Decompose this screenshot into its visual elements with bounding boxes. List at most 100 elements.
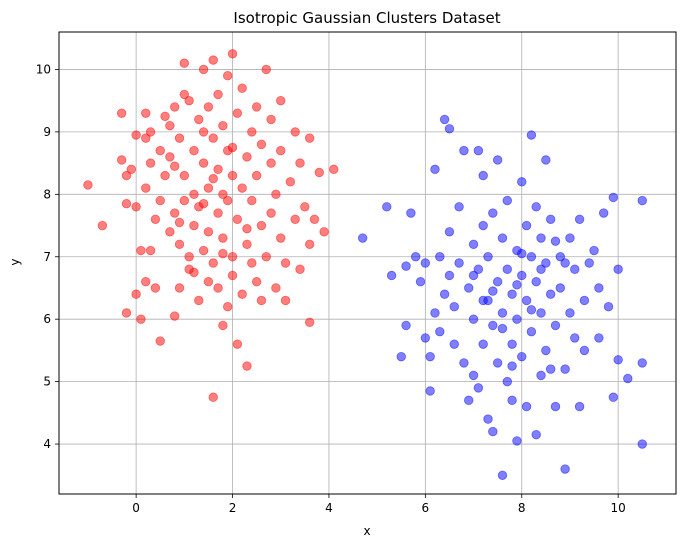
scatter-point-series-2: [468, 270, 479, 281]
scatter-point-series-1: [179, 195, 190, 206]
scatter-point-series-2: [449, 339, 459, 349]
scatter-point-series-2: [464, 283, 474, 293]
scatter-point-series-1: [227, 270, 238, 281]
scatter-point-series-1: [131, 289, 141, 299]
scatter-point-series-2: [454, 202, 464, 212]
scatter-point-series-2: [406, 208, 416, 218]
scatter-point-series-2: [526, 130, 537, 140]
scatter-point-series-1: [290, 214, 300, 224]
scatter-point-series-2: [420, 258, 431, 268]
y-axis-ticks: 4 5 6 7 8 9 10: [36, 62, 59, 451]
scatter-point-series-2: [502, 264, 512, 274]
x-axis-label: x: [363, 524, 370, 538]
scatter-point-series-2: [517, 248, 527, 259]
scatter-point-series-2: [545, 214, 556, 224]
scatter-point-series-2: [584, 258, 594, 268]
scatter-point-series-2: [444, 227, 455, 237]
scatter-point-series-2: [396, 351, 406, 362]
scatter-point-series-1: [261, 252, 271, 262]
scatter-point-series-2: [439, 289, 450, 299]
scatter-point-series-1: [174, 239, 185, 249]
scatter-point-series-1: [121, 170, 132, 181]
plot-frame: [58, 31, 677, 495]
scatter-point-series-2: [560, 364, 570, 374]
scatter-point-series-1: [184, 252, 194, 262]
scatter-point-series-1: [304, 239, 315, 249]
scatter-point-series-2: [531, 429, 541, 440]
scatter-point-series-1: [169, 208, 180, 218]
scatter-point-series-1: [227, 49, 238, 59]
scatter-point-series-1: [165, 120, 175, 131]
scatter-point-series-1: [131, 202, 141, 212]
scatter-point-series-1: [213, 164, 223, 175]
scatter-point-series-1: [295, 264, 305, 274]
scatter-point-series-2: [497, 470, 508, 480]
scatter-point-series-1: [208, 258, 218, 268]
scatter-point-series-1: [126, 164, 137, 175]
scatter-point-series-2: [473, 383, 484, 393]
scatter-point-series-2: [507, 339, 517, 349]
y-tick-label: 10: [36, 62, 51, 76]
scatter-point-series-1: [198, 245, 209, 256]
scatter-point-series-2: [608, 192, 619, 203]
scatter-point-series-2: [411, 252, 421, 262]
scatter-point-series-1: [242, 239, 252, 249]
scatter-point-series-1: [198, 198, 209, 209]
scatter-point-series-1: [208, 55, 218, 65]
scatter-point-series-1: [174, 217, 185, 228]
scatter-point-series-1: [198, 158, 209, 168]
scatter-point-series-1: [285, 177, 296, 187]
scatter-point-series-1: [242, 361, 252, 371]
scatter-point-series-1: [223, 302, 233, 312]
scatter-point-series-2: [545, 364, 556, 374]
scatter-point-series-2: [435, 252, 445, 262]
x-tick-label: 0: [132, 501, 140, 515]
scatter-point-series-2: [488, 426, 498, 437]
scatter-point-series-2: [415, 277, 426, 287]
scatter-point-series-2: [512, 280, 522, 290]
scatter-point-series-1: [160, 170, 170, 181]
scatter-point-series-1: [218, 120, 228, 131]
scatter-point-series-2: [464, 395, 474, 406]
scatter-point-series-2: [594, 283, 604, 293]
scatter-point-series-2: [526, 326, 537, 337]
scatter-point-series-1: [203, 102, 214, 112]
scatter-point-series-1: [232, 108, 243, 118]
scatter-point-series-1: [208, 392, 218, 402]
scatter-point-series-2: [526, 252, 537, 262]
scatter-point-series-1: [261, 64, 271, 75]
scatter-point-series-1: [329, 164, 339, 175]
scatter-point-series-1: [304, 317, 315, 328]
scatter-point-series-2: [449, 302, 459, 312]
scatter-point-series-1: [227, 170, 238, 181]
scatter-point-series-2: [420, 333, 431, 343]
scatter-point-series-1: [155, 336, 165, 346]
y-axis-label: y: [8, 258, 22, 265]
scatter-point-series-1: [276, 95, 286, 106]
scatter-point-series-1: [223, 195, 233, 206]
scatter-point-series-1: [136, 314, 146, 324]
scatter-point-series-1: [121, 198, 132, 209]
scatter-point-series-2: [435, 326, 445, 337]
scatter-point-series-1: [141, 133, 151, 143]
scatter-point-series-1: [141, 277, 151, 287]
scatter-point-series-2: [497, 323, 508, 334]
y-tick-label: 8: [43, 187, 51, 201]
scatter-point-series-1: [150, 283, 161, 293]
scatter-point-series-1: [174, 133, 185, 143]
scatter-point-series-2: [637, 195, 647, 206]
scatter-point-series-2: [478, 339, 488, 349]
scatter-point-series-2: [459, 358, 469, 368]
scatter-point-series-1: [203, 277, 214, 287]
scatter-point-series-2: [574, 214, 585, 224]
scatter-point-series-1: [141, 108, 151, 118]
scatter-point-series-1: [309, 214, 320, 224]
scatter-point-series-1: [242, 223, 252, 234]
scatter-point-series-1: [141, 183, 151, 193]
scatter-point-series-2: [579, 345, 590, 356]
scatter-point-series-1: [223, 71, 233, 81]
scatter-point-series-1: [208, 174, 218, 184]
scatter-point-series-2: [536, 233, 546, 243]
scatter-point-series-1: [276, 233, 286, 243]
scatter-point-series-2: [608, 392, 619, 402]
